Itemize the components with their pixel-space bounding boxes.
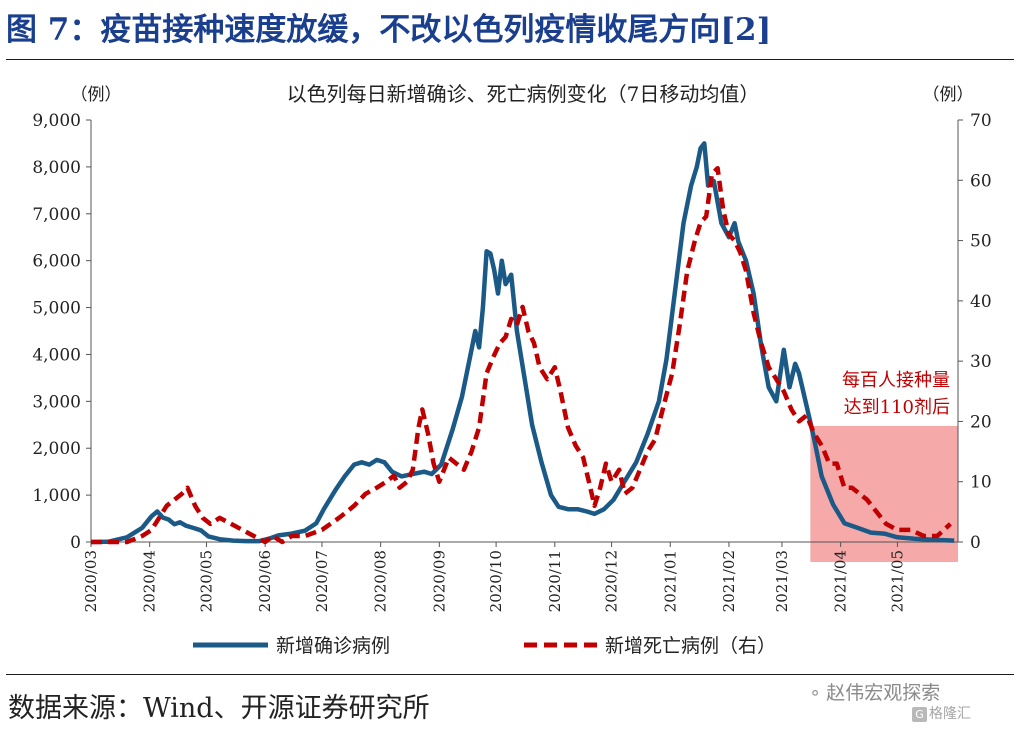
chart-title: 以色列每日新增确诊、死亡病例变化（7日移动均值）: [287, 82, 760, 106]
figure-title: 图 7：疫苗接种速度放缓，不改以色列疫情收尾方向[2]: [6, 12, 772, 48]
right-axis-tick-label: 30: [970, 352, 992, 372]
deaths-line: [91, 165, 952, 545]
left-axis-unit: （例）: [71, 85, 122, 105]
x-axis-tick-label: 2020/07: [313, 550, 331, 612]
watermark-platform: G 格隆汇: [912, 703, 971, 723]
right-axis-unit: （例）: [923, 85, 974, 105]
x-axis-tick-label: 2020/05: [197, 550, 215, 612]
wechat-icon: ⚬: [808, 684, 823, 704]
x-axis-tick-label: 2021/01: [661, 550, 679, 612]
platform-logo-icon: G: [912, 706, 927, 722]
left-axis-tick-label: 1,000: [32, 486, 81, 506]
bottom-rule: [6, 674, 1014, 675]
right-axis-tick-label: 0: [970, 533, 981, 553]
left-axis-tick-label: 9,000: [32, 111, 81, 131]
data-source: 数据来源：Wind、开源证券研究所: [8, 693, 430, 724]
x-axis-tick-label: 2020/03: [82, 550, 100, 612]
x-axis-tick-label: 2021/02: [720, 550, 738, 612]
x-axis-tick-label: 2020/06: [256, 550, 274, 612]
x-axis-tick-label: 2020/08: [372, 550, 390, 612]
left-axis-tick-label: 2,000: [32, 439, 81, 459]
right-axis-tick-label: 40: [970, 292, 992, 312]
watermark-platform-text: 格隆汇: [929, 706, 971, 722]
left-axis-tick-label: 6,000: [32, 252, 81, 272]
watermark-brand-text: 赵伟宏观探索: [826, 682, 941, 704]
right-axis-tick-label: 10: [970, 473, 992, 493]
annotation-text-line: 达到110剂后: [844, 397, 950, 418]
x-axis-tick-label: 2020/09: [430, 550, 448, 612]
x-axis-tick-label: 2020/12: [603, 550, 621, 612]
x-axis-tick-label: 2020/04: [141, 550, 159, 612]
x-axis-tick-label: 2021/04: [832, 550, 850, 612]
right-axis-tick-label: 70: [970, 111, 992, 131]
left-axis-tick-label: 8,000: [32, 158, 81, 178]
left-axis-tick-label: 0: [70, 533, 81, 553]
x-axis-tick-label: 2021/05: [888, 550, 906, 612]
top-rule: [6, 59, 1014, 60]
left-axis-tick-label: 5,000: [32, 299, 81, 319]
x-axis-tick-label: 2020/11: [546, 550, 564, 612]
left-axis-tick-label: 4,000: [32, 345, 81, 365]
x-axis-tick-label: 2020/10: [487, 550, 505, 612]
right-axis-tick-label: 50: [970, 232, 992, 252]
legend-label-deaths: 新增死亡病例（右）: [605, 635, 776, 657]
chart: 以色列每日新增确诊、死亡病例变化（7日移动均值） （例） （例） 0 1,000 2…: [32, 82, 992, 657]
left-axis-tick-label: 7,000: [32, 205, 81, 225]
right-axis-tick-label: 20: [970, 412, 992, 432]
left-axis-tick-label: 3,000: [32, 392, 81, 412]
legend-label-confirmed: 新增确诊病例: [276, 635, 390, 657]
right-axis-tick-label: 60: [970, 171, 992, 191]
confirmed-cases-line: [90, 141, 955, 545]
x-axis-tick-label: 2021/03: [773, 550, 791, 612]
annotation-text-line: 每百人接种量: [842, 370, 950, 391]
watermark-brand: ⚬ 赵伟宏观探索: [808, 678, 940, 705]
